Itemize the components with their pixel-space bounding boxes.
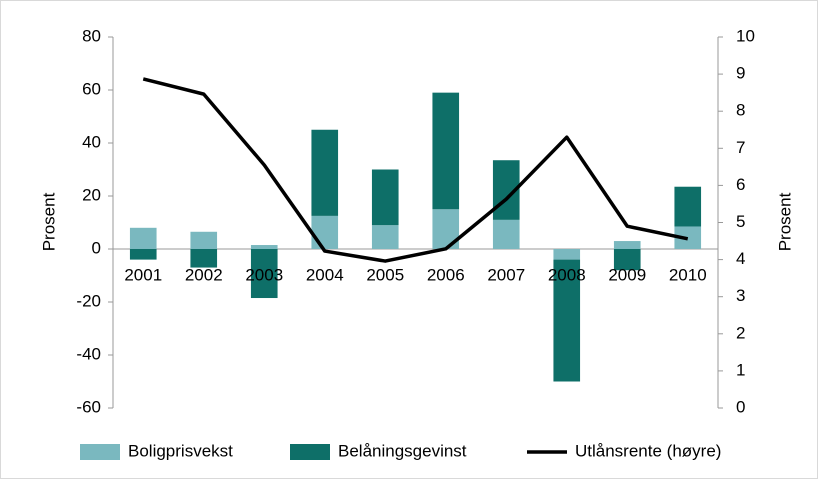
y2-tick-label: 6 <box>736 175 745 194</box>
x-tick-label: 2009 <box>608 265 646 284</box>
y-tick-label: 20 <box>82 185 101 204</box>
y2-tick-label: 7 <box>736 138 745 157</box>
y2-tick-label: 9 <box>736 64 745 83</box>
bar <box>432 92 460 210</box>
bar <box>311 215 339 249</box>
x-tick-label: 2007 <box>487 265 525 284</box>
y-tick-label: 60 <box>82 79 101 98</box>
bar <box>371 225 399 249</box>
x-tick-label: 2006 <box>427 265 465 284</box>
legend-swatch <box>290 444 330 460</box>
x-tick-label: 2004 <box>306 265 344 284</box>
x-tick-label: 2002 <box>185 265 223 284</box>
bar <box>613 241 641 249</box>
bar <box>674 186 702 227</box>
line <box>142 77 689 263</box>
legend-label: Boligprisvekst <box>128 441 233 460</box>
y-tick-label: -60 <box>76 397 101 416</box>
y-tick-label: 80 <box>82 26 101 45</box>
y-tick-label: -20 <box>76 291 101 310</box>
y2-axis-label: Prosent <box>775 192 794 251</box>
y-tick-label: -40 <box>76 344 101 363</box>
x-tick-label: 2005 <box>366 265 404 284</box>
y2-tick-label: 0 <box>736 397 745 416</box>
bar <box>250 245 278 249</box>
y2-tick-label: 2 <box>736 323 745 342</box>
y2-tick-label: 10 <box>736 26 755 45</box>
bar <box>311 129 339 216</box>
bar <box>190 231 218 249</box>
y2-tick-label: 3 <box>736 286 745 305</box>
legend-label: Utlånsrente (høyre) <box>575 441 721 460</box>
bar <box>250 249 278 299</box>
bar <box>129 227 157 249</box>
x-tick-label: 2001 <box>124 265 162 284</box>
bar <box>553 259 581 382</box>
x-tick-label: 2010 <box>669 265 707 284</box>
y-axis-label: Prosent <box>39 192 58 251</box>
y2-tick-label: 8 <box>736 101 745 120</box>
bar <box>613 249 641 271</box>
bar <box>553 249 581 260</box>
legend-swatch <box>80 444 120 460</box>
bar <box>371 169 399 226</box>
bar <box>190 249 218 268</box>
y-tick-label: 40 <box>82 132 101 151</box>
bar <box>492 219 520 249</box>
y2-tick-label: 4 <box>736 249 745 268</box>
x-tick-label: 2008 <box>548 265 586 284</box>
x-tick-label: 2003 <box>245 265 283 284</box>
y2-tick-label: 5 <box>736 212 745 231</box>
bar <box>129 249 157 260</box>
y2-tick-label: 1 <box>736 360 745 379</box>
legend-label: Belåningsgevinst <box>338 441 467 460</box>
y-tick-label: 0 <box>92 238 101 257</box>
